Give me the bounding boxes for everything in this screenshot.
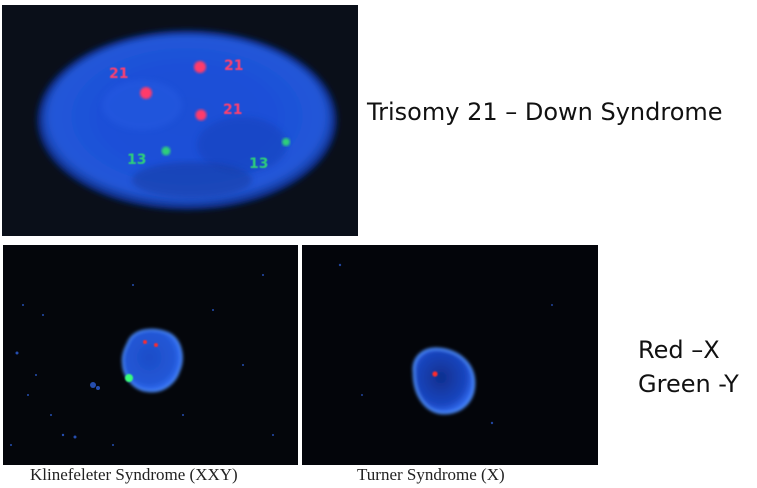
probe-label-13: 13 [127,152,146,168]
chromosome-21-signal [194,61,206,73]
chromosome-13-signal [282,138,290,146]
chromosome-21-signal [140,87,152,99]
turner-fish-image [302,245,598,465]
y-signal [125,374,133,382]
nucleus [121,328,183,393]
trisomy-21-fish-image: 21 21 21 13 13 [2,5,358,236]
chromosome-13-signal [161,146,171,156]
klinefelter-caption: Klinefeleter Syndrome (XXY) [30,465,238,484]
probe-label-13: 13 [249,156,268,172]
probe-label-21: 21 [224,58,243,74]
klinefelter-fish-image [3,245,298,465]
legend-red-x: Red –X [638,336,720,364]
x-signal [154,343,158,347]
x-signal [432,371,438,377]
probe-label-21: 21 [223,102,242,118]
probe-label-21: 21 [109,66,128,82]
turner-caption: Turner Syndrome (X) [357,465,505,484]
legend-green-y: Green -Y [638,370,739,398]
nucleus [412,347,476,415]
chromosome-21-signal [195,109,207,121]
trisomy-21-title: Trisomy 21 – Down Syndrome [367,98,723,126]
x-signal [143,340,147,344]
